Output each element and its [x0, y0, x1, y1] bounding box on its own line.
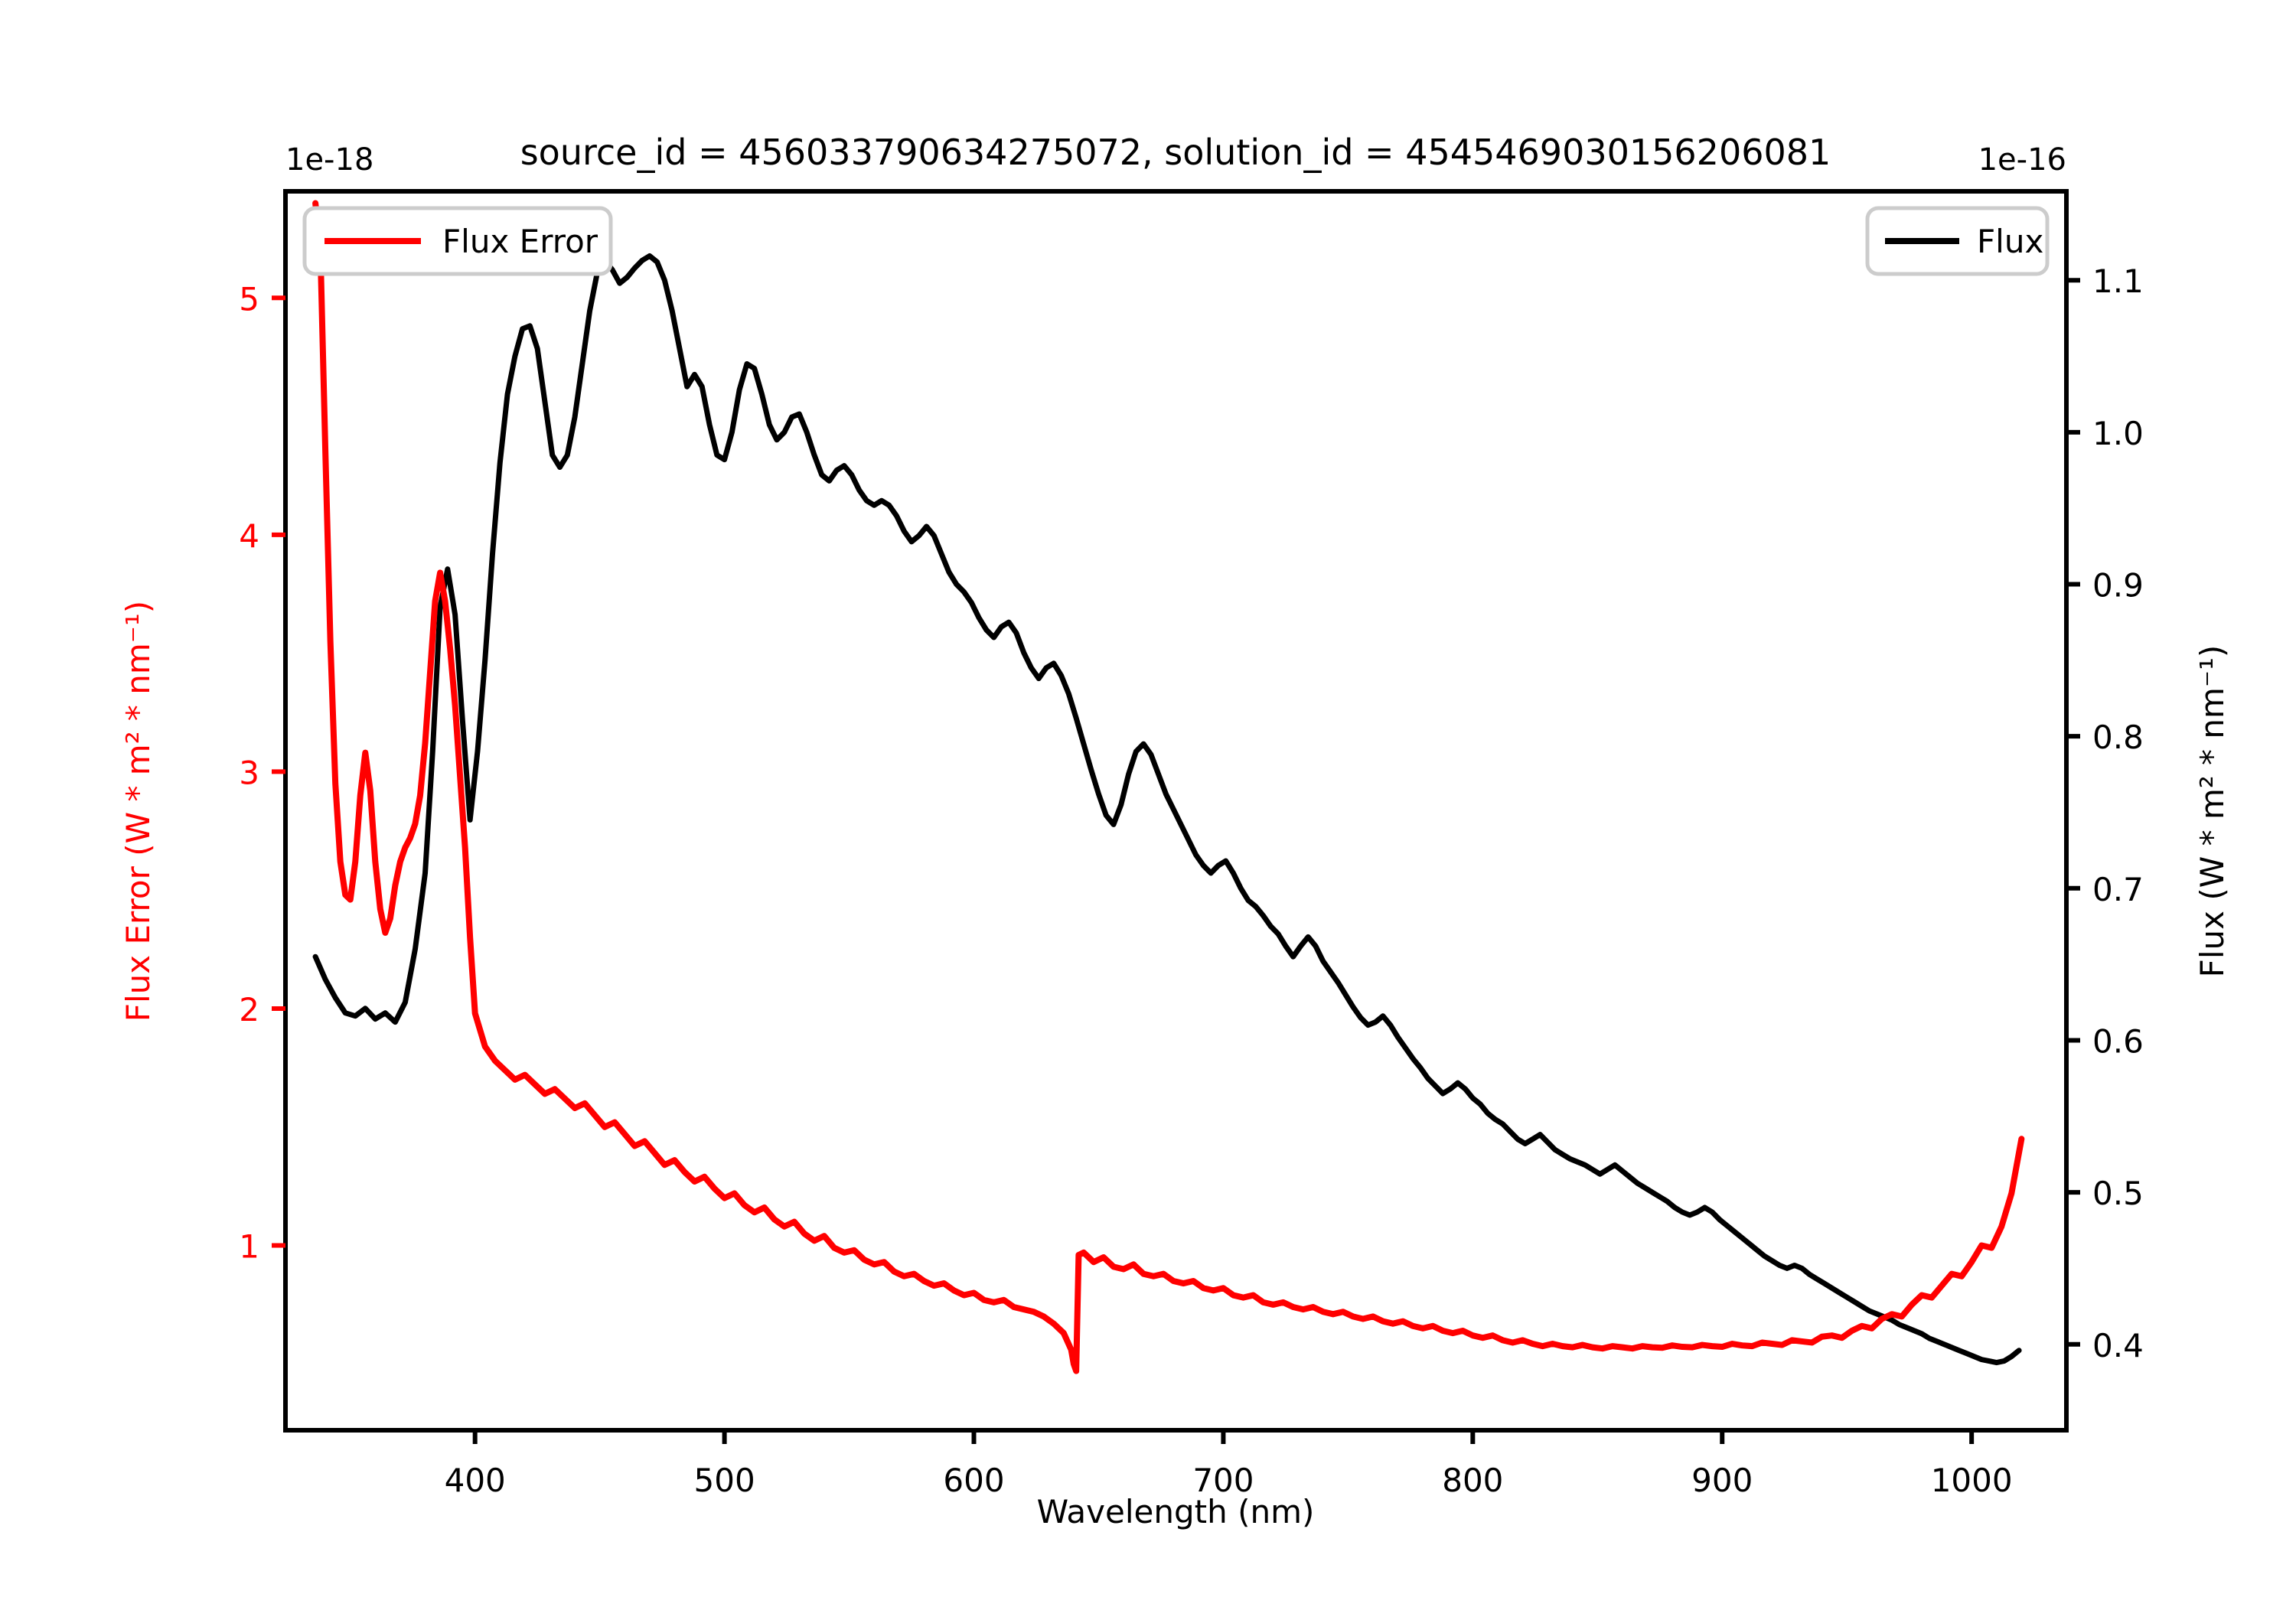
y-right-tick-label: 0.9 — [2092, 567, 2144, 605]
x-tick-label: 1000 — [1931, 1462, 2013, 1499]
y-left-tick-label: 3 — [239, 754, 259, 791]
legend-flux-error-label: Flux Error — [442, 223, 598, 260]
y-left-tick-label: 1 — [239, 1228, 259, 1266]
x-axis-label: Wavelength (nm) — [1037, 1493, 1315, 1530]
y-right-tick-label: 0.8 — [2092, 719, 2144, 756]
x-tick-label: 800 — [1442, 1462, 1503, 1499]
y-left-tick-label: 4 — [239, 517, 259, 555]
axes-frame — [283, 189, 2069, 1433]
y-right-tick-label: 0.6 — [2092, 1022, 2144, 1060]
flux-line — [312, 253, 2022, 1366]
y-left-tick-label: 5 — [239, 280, 259, 318]
y-left-axis-ticks: 1 2 3 4 5 — [239, 280, 285, 1266]
y-left-tick-label: 2 — [239, 991, 259, 1028]
y-right-axis-ticks: 0.4 0.5 0.6 0.7 0.8 0.9 1.0 1.1 — [2066, 262, 2144, 1364]
x-tick-label: 500 — [694, 1462, 755, 1499]
legend-flux-error-box — [302, 206, 613, 276]
x-tick-label: 600 — [943, 1462, 1004, 1499]
flux-error-line — [312, 200, 2025, 1374]
y-left-axis-label: Flux Error (W * m² * nm⁻¹) — [119, 601, 157, 1022]
page-title: source_id = 456033790634275072, solution… — [520, 132, 1831, 173]
x-axis-ticks: 400 500 600 700 800 900 1000 — [445, 1430, 2013, 1499]
y-right-tick-label: 0.4 — [2092, 1327, 2144, 1364]
left-axis-offset-label: 1e-18 — [285, 142, 373, 178]
legend-flux-label: Flux — [1977, 223, 2043, 260]
right-axis-offset-label: 1e-16 — [1978, 142, 2066, 178]
x-tick-label: 400 — [445, 1462, 506, 1499]
x-tick-label: 900 — [1691, 1462, 1753, 1499]
y-right-tick-label: 0.5 — [2092, 1175, 2144, 1212]
legend-flux-error[interactable]: Flux Error — [302, 206, 613, 276]
data-area — [312, 200, 2025, 1374]
y-right-axis-label: Flux (W * m² * nm⁻¹) — [2193, 645, 2231, 978]
y-right-tick-label: 0.7 — [2092, 871, 2144, 908]
y-right-tick-label: 1.0 — [2092, 415, 2144, 452]
y-right-tick-label: 1.1 — [2092, 262, 2144, 300]
x-tick-label: 700 — [1192, 1462, 1254, 1499]
legend-flux[interactable]: Flux — [1865, 206, 2050, 276]
